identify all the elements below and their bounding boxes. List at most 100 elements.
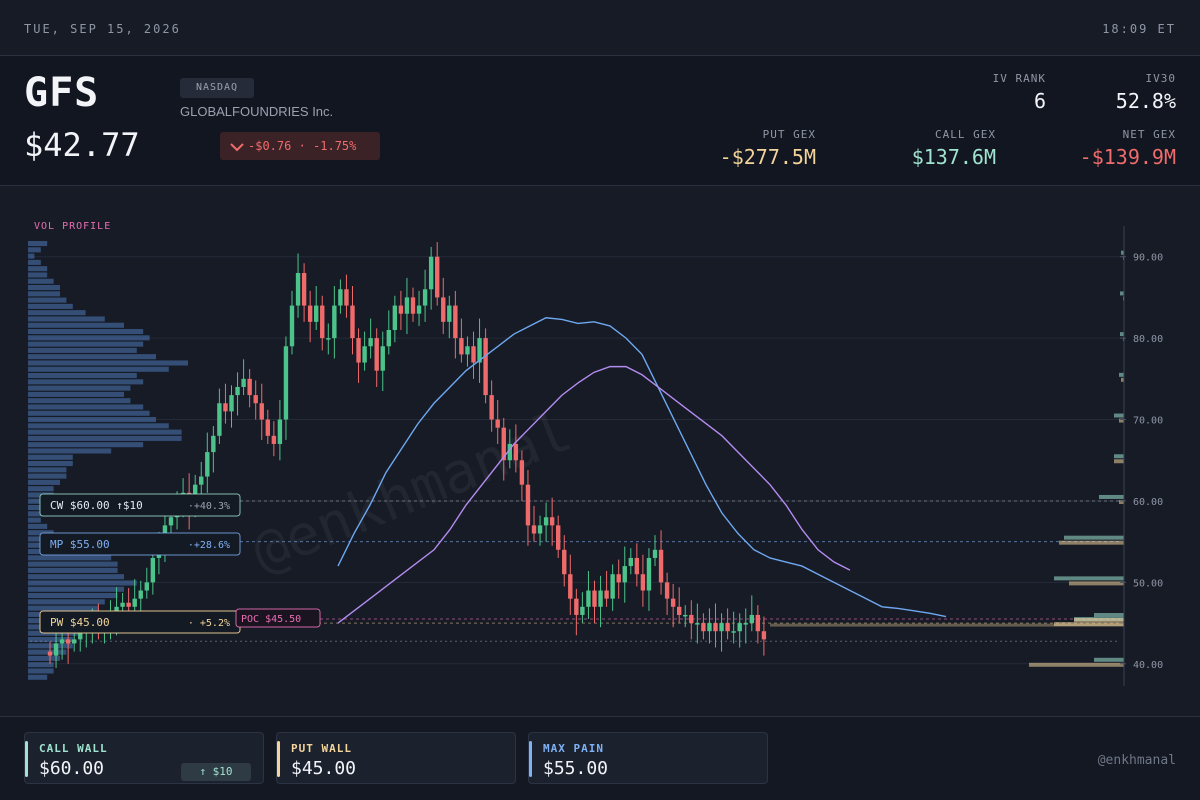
candle-body bbox=[326, 338, 331, 340]
call-gex-bar bbox=[1114, 454, 1124, 459]
volume-profile-bar bbox=[28, 303, 73, 309]
price-change-text: -$0.76 · -1.75% bbox=[248, 139, 357, 153]
candle-body bbox=[743, 623, 748, 625]
candle-body bbox=[531, 525, 537, 534]
max-pain-accent bbox=[529, 741, 532, 777]
candle-body bbox=[670, 598, 676, 607]
volume-profile-bar bbox=[28, 347, 137, 353]
candle bbox=[670, 584, 676, 628]
top-bar: TUE, SEP 15, 2026 18:09 ET bbox=[0, 0, 1200, 56]
call-wall-card[interactable]: CALL WALL $60.00 ↑ $10 bbox=[24, 732, 264, 784]
call-gex-bar bbox=[1099, 494, 1124, 499]
iv-rank-label: IV RANK bbox=[992, 72, 1046, 85]
candle-body bbox=[507, 443, 512, 461]
volume-profile-bar bbox=[28, 404, 144, 410]
candle-body bbox=[362, 346, 367, 363]
candle bbox=[465, 336, 470, 367]
candle bbox=[416, 290, 422, 326]
poc-tag[interactable]: POC $45.50 bbox=[235, 608, 321, 628]
candle-body bbox=[489, 395, 494, 420]
candle bbox=[495, 400, 500, 444]
candle bbox=[580, 592, 585, 624]
volume-profile-bar bbox=[28, 266, 48, 272]
candle-body bbox=[307, 305, 313, 322]
candle bbox=[428, 246, 434, 310]
max-pain-tag-label: MP $55.00 bbox=[50, 538, 110, 551]
candle-body bbox=[320, 305, 325, 339]
iv-rank-value: 6 bbox=[1033, 89, 1046, 113]
candle bbox=[761, 616, 767, 656]
candle-body bbox=[689, 614, 694, 624]
candle-body bbox=[713, 623, 718, 632]
call-wall-tag-label: CW $60.00 ↑$10 bbox=[50, 499, 143, 512]
candle bbox=[471, 331, 476, 379]
candle bbox=[574, 588, 579, 636]
max-pain-tag[interactable]: MP $55.00 ·+28.6% bbox=[39, 532, 241, 556]
candle bbox=[435, 242, 440, 306]
candle-body bbox=[580, 606, 585, 615]
volume-profile-bar bbox=[28, 448, 112, 454]
y-tick-label: 70.00 bbox=[1133, 416, 1163, 427]
quote-header: GFS NASDAQ GLOBALFOUNDRIES Inc. $42.77 -… bbox=[0, 56, 1200, 186]
put-gex-bar bbox=[1059, 540, 1124, 545]
call-wall-badge: ↑ $10 bbox=[181, 763, 251, 781]
candle bbox=[634, 543, 640, 587]
candle-body bbox=[65, 639, 71, 644]
candle-body bbox=[398, 305, 404, 314]
candle bbox=[283, 336, 289, 440]
candle-body bbox=[78, 631, 83, 640]
candle-body bbox=[592, 590, 597, 607]
max-pain-tag-pct: ·+28.6% bbox=[188, 540, 230, 551]
put-wall-tag[interactable]: PW $45.00 · +5.2% bbox=[39, 610, 241, 634]
candle-body bbox=[404, 297, 410, 314]
candle-body bbox=[265, 419, 270, 436]
max-pain-card[interactable]: MAX PAIN $55.00 bbox=[528, 732, 768, 784]
candle bbox=[398, 290, 404, 330]
candle-body bbox=[549, 517, 555, 526]
candle bbox=[628, 548, 633, 575]
candle bbox=[568, 554, 573, 615]
candle-body bbox=[150, 557, 156, 583]
volume-profile-bar bbox=[28, 662, 54, 668]
candle bbox=[543, 502, 549, 542]
candle-body bbox=[380, 346, 385, 371]
chart-canvas[interactable]: @enkhmanal 90.0080.0070.0060.0050.0040.0… bbox=[0, 186, 1200, 716]
candle-body bbox=[241, 378, 246, 387]
call-wall-tag[interactable]: CW $60.00 ↑$10 ·+40.3% bbox=[39, 493, 241, 517]
volume-profile-bar bbox=[28, 599, 105, 605]
candle-body bbox=[453, 305, 458, 339]
price-chart[interactable]: @enkhmanal 90.00 80.00 70.00 60.00 50.00 40.0… bbox=[0, 186, 1200, 716]
candle-body bbox=[761, 631, 767, 640]
candle-body bbox=[562, 549, 567, 575]
call-gex-bar bbox=[1121, 250, 1124, 255]
candle-body bbox=[495, 419, 500, 428]
candle bbox=[725, 608, 730, 640]
candle-body bbox=[556, 525, 561, 550]
candle bbox=[598, 575, 603, 628]
volume-profile-bar bbox=[28, 574, 124, 580]
candle bbox=[229, 385, 234, 428]
candle bbox=[259, 383, 264, 440]
volume-profile-bar bbox=[28, 310, 86, 316]
price-change-badge: -$0.76 · -1.75% bbox=[220, 132, 380, 160]
date-label: TUE, SEP 15, 2026 bbox=[24, 22, 181, 36]
candle-body bbox=[120, 602, 125, 607]
volume-profile-bar bbox=[28, 567, 118, 573]
candle-body bbox=[422, 289, 428, 306]
call-gex-bar bbox=[1114, 413, 1124, 418]
candle bbox=[47, 641, 53, 664]
candle-body bbox=[677, 606, 682, 615]
candle bbox=[344, 274, 349, 318]
candle bbox=[289, 290, 295, 355]
net-gex-value: -$139.9M bbox=[1079, 145, 1176, 169]
candle bbox=[320, 295, 325, 351]
candle-body bbox=[568, 574, 573, 599]
net-gex-label: NET GEX bbox=[1122, 128, 1176, 141]
volume-profile-bar bbox=[28, 410, 150, 416]
candle-body bbox=[628, 557, 633, 567]
put-wall-card[interactable]: PUT WALL $45.00 bbox=[276, 732, 516, 784]
volume-profile-bar bbox=[28, 398, 131, 404]
candle-body bbox=[416, 305, 422, 314]
volume-profile-bar bbox=[28, 341, 144, 347]
call-gex-label: CALL GEX bbox=[935, 128, 996, 141]
